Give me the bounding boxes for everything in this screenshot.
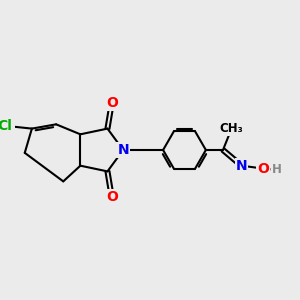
Text: N: N [236, 159, 247, 173]
Text: H: H [272, 164, 282, 176]
Text: O: O [257, 161, 269, 176]
Text: N: N [117, 143, 129, 157]
Text: O: O [106, 96, 118, 110]
Text: CH₃: CH₃ [220, 122, 243, 135]
Text: Cl: Cl [0, 119, 12, 133]
Text: O: O [106, 190, 118, 204]
